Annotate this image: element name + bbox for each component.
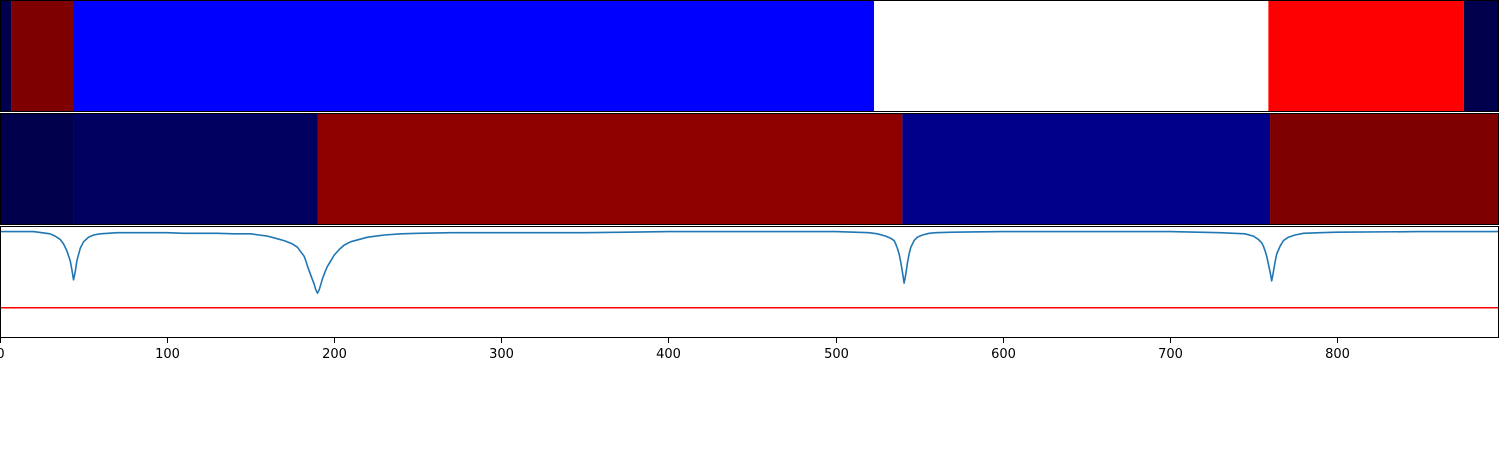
x-tick-label-200: 200 — [322, 347, 347, 362]
middle-heatmap-segment-1 — [73, 113, 318, 225]
x-tick-label-800: 800 — [1325, 347, 1350, 362]
bottom-panel-frame — [0, 226, 1499, 338]
x-tick-label-600: 600 — [991, 347, 1016, 362]
x-tick-label-100: 100 — [155, 347, 180, 362]
line-panel-background — [0, 226, 1499, 338]
x-tick-label-700: 700 — [1158, 347, 1183, 362]
x-tick-label-500: 500 — [824, 347, 849, 362]
x-tick-label-0: 0 — [0, 347, 5, 362]
top-heatmap-segment-2 — [73, 0, 874, 112]
top-heatmap-panel — [0, 0, 1499, 112]
top-heatmap-segment-5 — [1463, 0, 1499, 112]
middle-heatmap-segment-2 — [317, 113, 903, 225]
middle-heatmap-panel — [0, 113, 1499, 225]
top-panel-frame — [0, 0, 1499, 112]
middle-heatmap-segment-4 — [1270, 113, 1499, 225]
x-tick-label-400: 400 — [656, 347, 681, 362]
signal-line-panel — [0, 226, 1499, 338]
x-tick-label-300: 300 — [489, 347, 514, 362]
x-axis: 0 100 200 300 400 500 600 700 800 — [0, 338, 1350, 362]
middle-heatmap-segment-0 — [0, 113, 74, 225]
signal-series-line — [0, 230, 1499, 295]
top-heatmap-segment-4 — [1268, 0, 1464, 112]
middle-heatmap-segment-3 — [902, 113, 1271, 225]
top-heatmap-segment-0 — [0, 0, 12, 112]
middle-panel-frame — [0, 113, 1499, 225]
top-heatmap-segment-3 — [873, 0, 1269, 112]
top-heatmap-segment-1 — [11, 0, 74, 112]
